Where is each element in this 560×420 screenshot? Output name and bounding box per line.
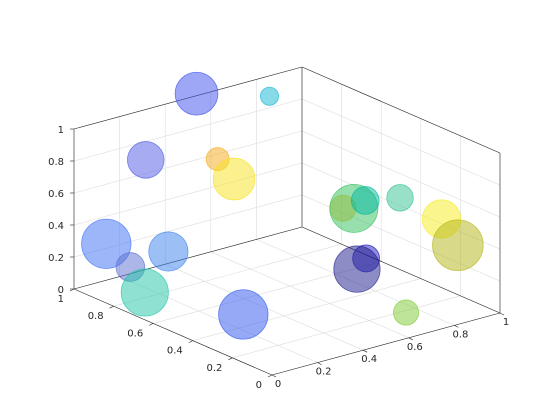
y-tick-mark (228, 357, 233, 361)
x-tick-mark (499, 312, 505, 316)
y-tick-label: 0.8 (88, 311, 104, 322)
bubble-point (386, 184, 414, 212)
y-tick-label: 0.2 (206, 363, 222, 374)
bubble-point (432, 219, 484, 272)
x-tick-label: 0.2 (316, 367, 332, 378)
y-tick-mark (267, 374, 273, 378)
z-tick-label: 0.4 (48, 221, 64, 232)
axes-box (73, 66, 501, 376)
x-tick-label: 0.4 (361, 354, 377, 365)
x-tick-mark (271, 374, 277, 378)
z-tick-label: 0.8 (48, 157, 64, 168)
bubble-point (393, 299, 420, 326)
bubble-point (350, 186, 380, 215)
grid-line (301, 130, 501, 218)
bubble-point (212, 157, 256, 201)
grid-line (210, 251, 409, 339)
grid-line (73, 130, 303, 194)
y-tick-label: 0.6 (127, 328, 143, 339)
y-tick-label: 0 (256, 380, 262, 391)
y-tick-mark (188, 340, 193, 343)
x-tick-mark (317, 362, 322, 365)
bubble-point (218, 289, 269, 340)
bubble-point (81, 218, 132, 269)
bubble-point (127, 141, 165, 179)
y-tick-label: 1 (58, 294, 64, 305)
axis-ticks: 00.20.40.60.8100.20.40.60.8100.20.40.60.… (48, 125, 509, 391)
z-tick-label: 0.2 (48, 253, 64, 264)
grid-line (232, 295, 461, 359)
axes-edge (271, 312, 501, 376)
y-tick-label: 0.4 (167, 346, 183, 357)
z-tick-label: 0.6 (48, 189, 64, 200)
z-tick-label: 0 (58, 285, 64, 296)
bubble-point (333, 245, 381, 293)
axes-edge (301, 226, 501, 314)
axes-edge (73, 288, 273, 376)
grid-line (73, 98, 303, 162)
x-tick-label: 1 (503, 317, 509, 328)
x-tick-label: 0.6 (407, 342, 423, 353)
y-tick-mark (149, 323, 154, 326)
z-tick-label: 1 (58, 125, 64, 136)
x-tick-label: 0.8 (452, 329, 468, 340)
y-tick-mark (109, 305, 114, 309)
bubble-point (174, 71, 219, 116)
x-tick-mark (363, 349, 368, 353)
x-tick-mark (408, 337, 413, 341)
grid-line (73, 162, 303, 226)
grid-line (301, 98, 501, 186)
y-tick-mark (69, 288, 75, 292)
bubble-point (148, 231, 189, 272)
bubble-point (260, 86, 279, 106)
axes-edge (301, 66, 501, 154)
x-tick-label: 0 (275, 379, 281, 390)
bubble-point (120, 268, 169, 317)
back-wall-pane (74, 67, 302, 289)
bubble-series (81, 71, 484, 340)
x-tick-mark (454, 325, 459, 328)
axes-edge (73, 226, 303, 290)
